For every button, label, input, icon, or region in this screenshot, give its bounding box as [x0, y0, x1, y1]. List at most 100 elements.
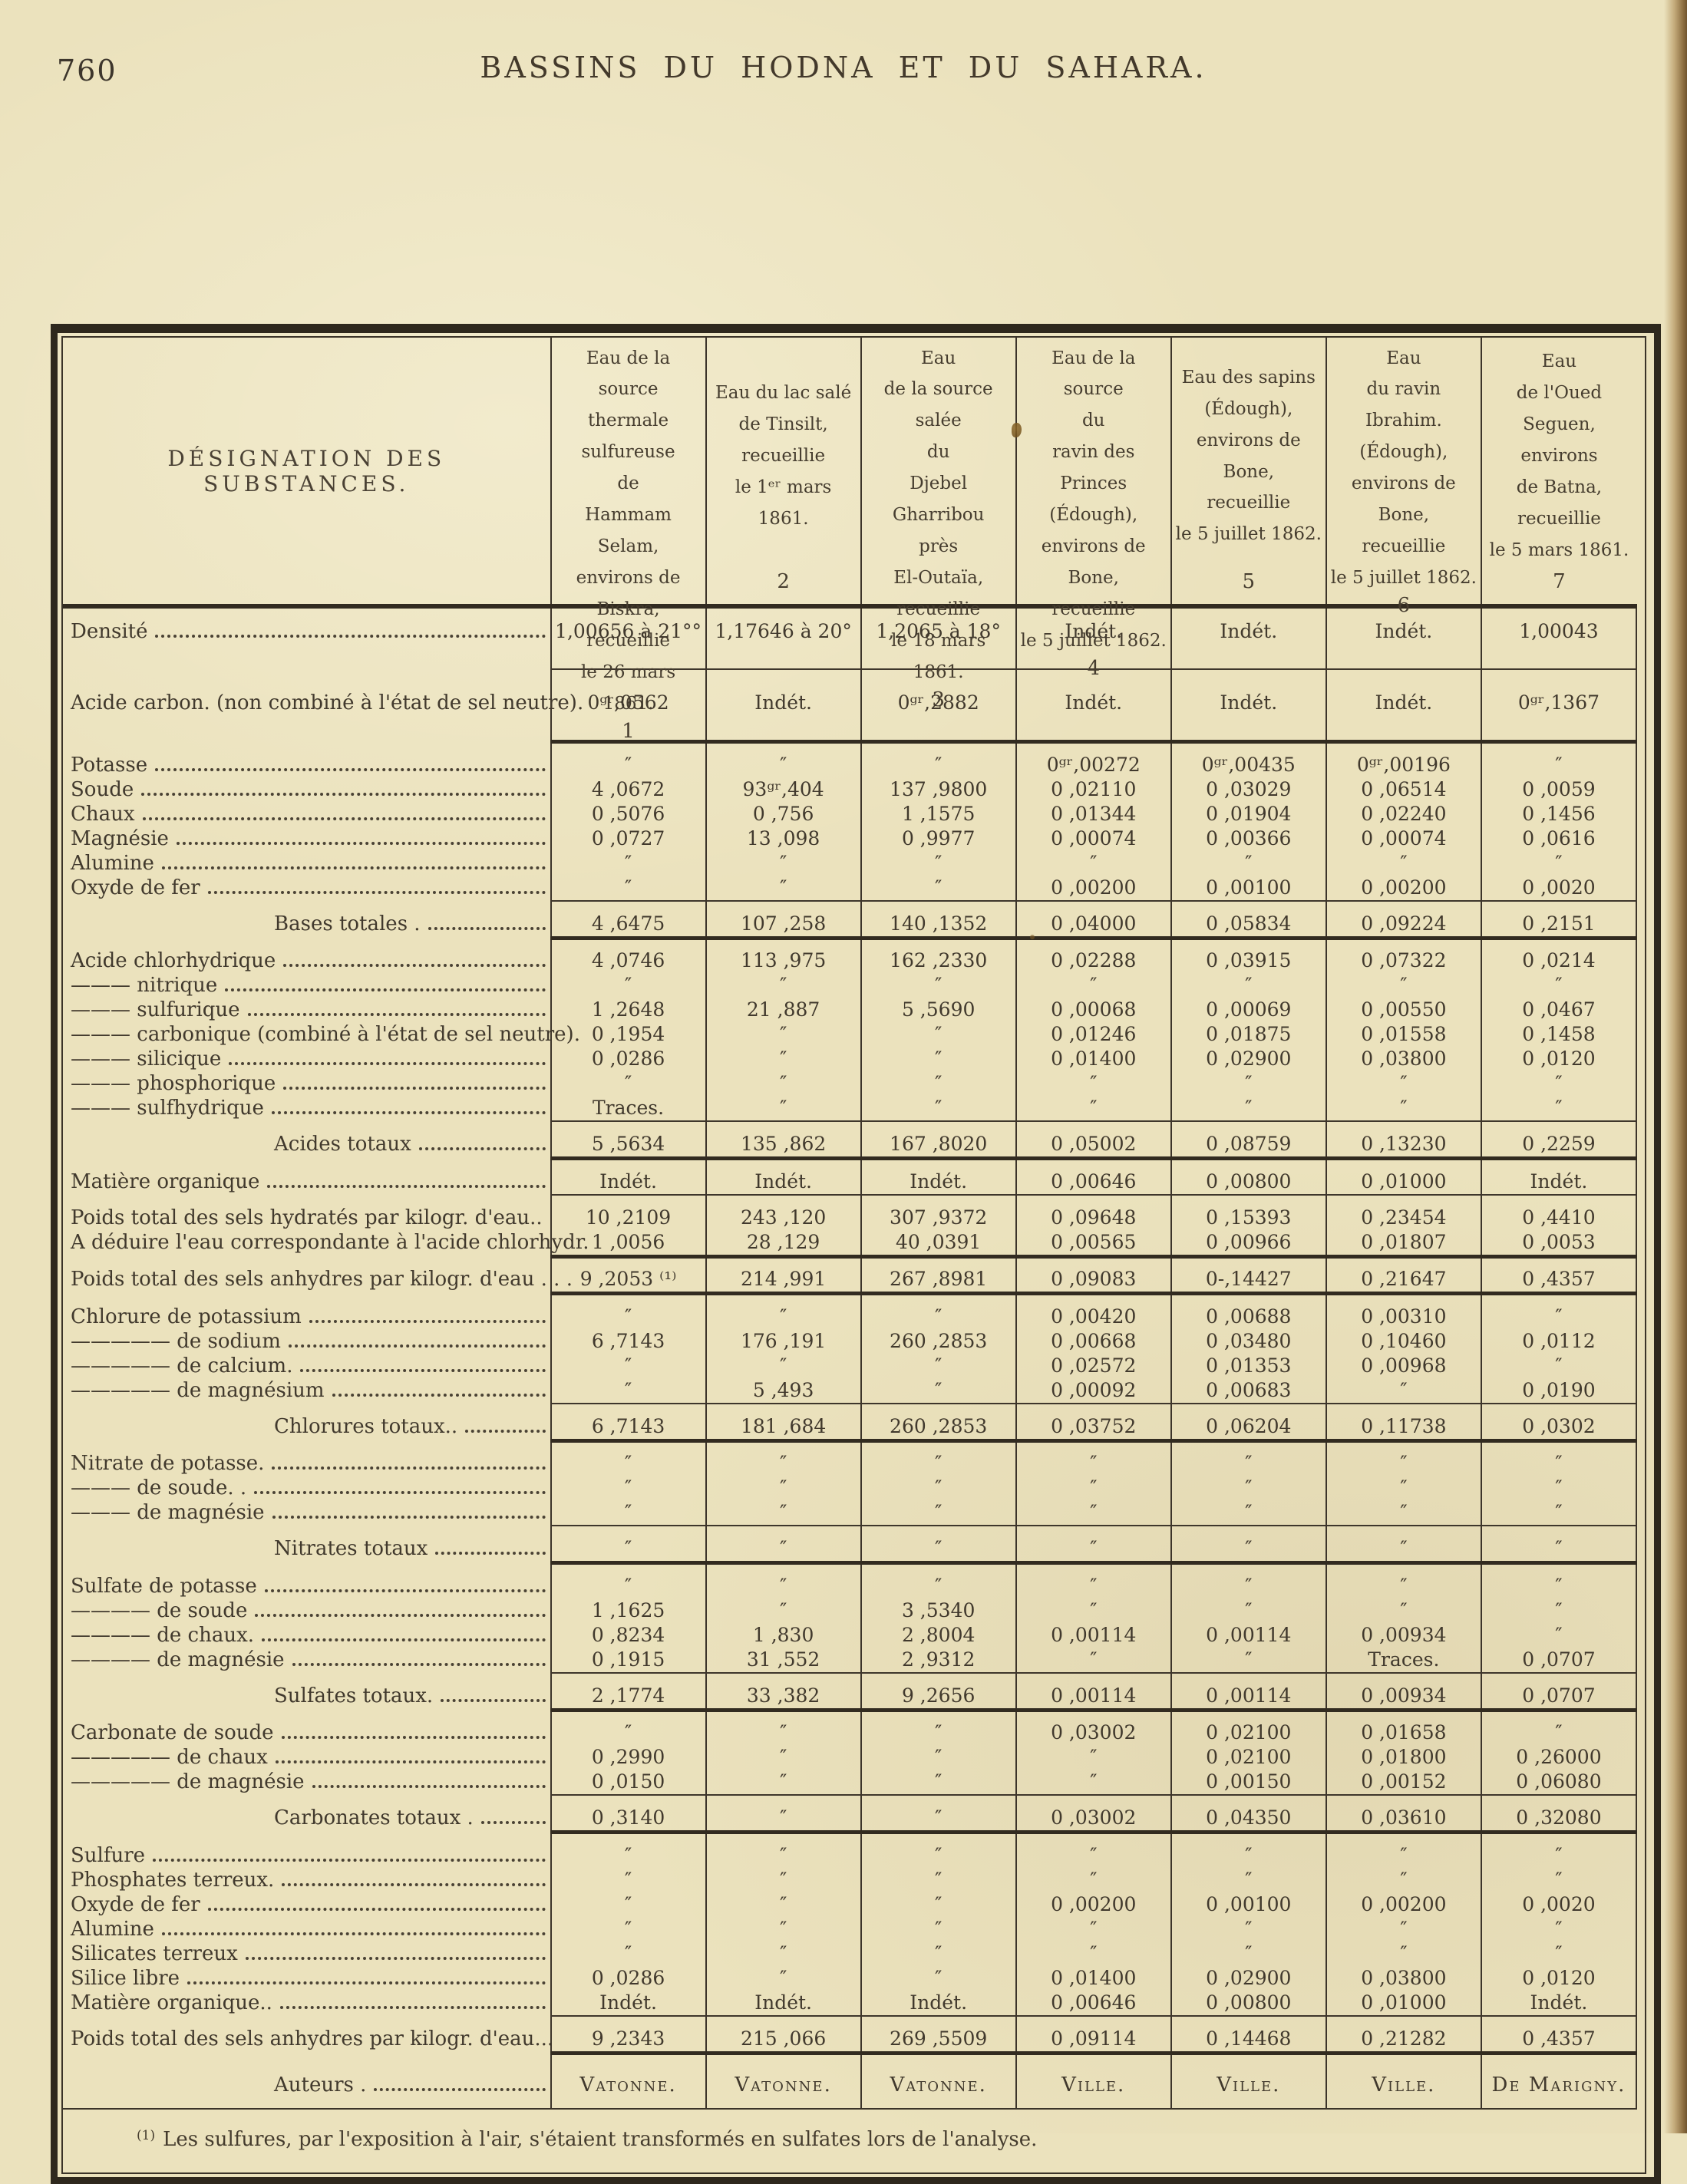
value-cell: ″ — [1325, 1941, 1481, 1966]
value-cell: ″ — [1015, 1096, 1171, 1121]
page-number: 760 — [57, 54, 117, 87]
value-cell: 0 ,1456 — [1480, 801, 1638, 826]
table-row: Poids total des sels anhydres par kilogr… — [63, 2026, 1638, 2053]
value-cell: 4 ,6475 — [550, 911, 706, 938]
value-cell: 1 ,1575 — [860, 801, 1016, 826]
value-cell: 0 ,05002 — [1015, 1132, 1171, 1159]
value-cell: Ville. — [1015, 2064, 1171, 2108]
table-row: ——— de soude. . ″ ″ ″ ″ ″ ″ ″ — [63, 1476, 1638, 1500]
value-cell: ″ — [705, 850, 861, 876]
value-cell: 260 ,2853 — [860, 1328, 1016, 1354]
value-cell: 31 ,552 — [705, 1647, 861, 1673]
value-cell: ″ — [1015, 1843, 1171, 1868]
value-cell: ″ — [705, 1304, 861, 1329]
table-row: ———— de chaux. 0 ,8234 1 ,830 2 ,8004 0 ,001… — [63, 1622, 1638, 1648]
row-label: ——— nitrique — [63, 973, 551, 998]
value-cell: ″ — [550, 1843, 706, 1868]
value-cell: 0 ,04350 — [1170, 1806, 1326, 1833]
table-row: ——— silicique 0 ,0286 ″ ″ 0 ,01400 0 ,02900 0 … — [63, 1047, 1638, 1071]
value-cell: 0 ,01344 — [1015, 801, 1171, 826]
table-row: Carbonate de soude ″ ″ ″ 0 ,03002 0 ,02100 0 ,… — [63, 1720, 1638, 1745]
value-cell: ″ — [1325, 973, 1481, 998]
value-cell: 2 ,1774 — [550, 1683, 706, 1710]
designation-header: DÉSIGNATION DES SUBSTANCES. — [63, 338, 551, 609]
value-cell: ″ — [1325, 1377, 1481, 1404]
row-label: Sulfates totaux. — [63, 1684, 551, 1711]
value-cell: ″ — [1480, 973, 1638, 998]
value-cell: ″ — [860, 1304, 1016, 1329]
page-title: BASSINS DU HODNA ET DU SAHARA. — [480, 51, 1207, 84]
value-cell: 0 ,02900 — [1170, 1965, 1326, 1991]
value-cell: ″ — [705, 1941, 861, 1966]
table-row: ——— carbonique (combiné à l'état de sel … — [63, 1022, 1638, 1047]
value-cell: ″ — [1325, 1536, 1481, 1563]
value-cell: 0 ,01000 — [1325, 1169, 1481, 1195]
value-cell: ″ — [550, 1573, 706, 1598]
value-cell: Indét. — [1325, 606, 1481, 669]
row-label: Potasse — [63, 753, 551, 777]
value-cell: 0 ,00310 — [1325, 1304, 1481, 1329]
value-cell: 1,17646 à 20° — [705, 606, 861, 669]
value-cell: ″ — [1480, 1304, 1638, 1329]
value-cell: 0 ,1915 — [550, 1647, 706, 1673]
value-cell: ″ — [1015, 1536, 1171, 1563]
value-cell: 0 ,00688 — [1170, 1304, 1326, 1329]
value-cell: 1 ,830 — [705, 1622, 861, 1648]
row-label: Carbonates totaux . — [63, 1806, 551, 1833]
value-cell: 0 ,0150 — [550, 1770, 706, 1795]
value-cell: 40 ,0391 — [860, 1229, 1016, 1256]
value-cell: 0 ,03029 — [1170, 777, 1326, 802]
row-label: ——— sulfhydrique — [63, 1096, 551, 1121]
row-label: Soude — [63, 777, 551, 802]
book-page-edge — [1664, 0, 1687, 2133]
value-cell: ″ — [705, 1047, 861, 1071]
value-cell: 0 ,03002 — [1015, 1720, 1171, 1745]
value-cell: Traces. — [1325, 1647, 1481, 1673]
value-cell: ″ — [860, 1353, 1016, 1378]
row-label: ————— de magnésium — [63, 1378, 551, 1404]
value-cell: 0 ,0286 — [550, 1965, 706, 1991]
value-cell: ″ — [860, 1500, 1016, 1526]
value-cell: 0 ,01800 — [1325, 1745, 1481, 1770]
row-label: ———— de magnésie — [63, 1648, 551, 1673]
table-frame-inner: DÉSIGNATION DES SUBSTANCES. Eau de la so… — [61, 336, 1646, 2174]
value-cell: 0 ,01400 — [1015, 1047, 1171, 1071]
value-cell: ″ — [1480, 1598, 1638, 1623]
table-row: Sulfates totaux. 2 ,1774 33 ,382 9 ,2656 0 ,… — [63, 1683, 1638, 1711]
value-cell: Vatonne. — [550, 2064, 706, 2108]
value-cell: 214 ,991 — [705, 1267, 861, 1294]
column-header: Eau de la source thermale sulfureuse de Ham… — [550, 338, 706, 743]
value-cell: 0 ,00200 — [1015, 875, 1171, 901]
value-cell: ″ — [1170, 1916, 1326, 1942]
value-cell: 0 ,0727 — [550, 826, 706, 851]
table-row: Carbonates totaux .0 ,3140 ″ ″ 0 ,03002 0 ,0… — [63, 1806, 1638, 1833]
table-row: Oxyde de fer ″ ″ ″ 0 ,00200 0 ,00100 0 ,00200… — [63, 1892, 1638, 1917]
value-cell: ″ — [1015, 973, 1171, 998]
table-row: ———— de soude 1 ,1625 ″ 3 ,5340 ″ ″ ″ ″ — [63, 1598, 1638, 1623]
value-cell: 0 ,0059 — [1480, 777, 1638, 802]
value-cell: 0 ,00200 — [1325, 875, 1481, 901]
footnote-marker: (1) — [137, 2128, 156, 2143]
value-cell: ″ — [705, 1892, 861, 1917]
value-cell: ″ — [550, 1500, 706, 1526]
value-cell: ″ — [550, 1941, 706, 1966]
value-cell: ″ — [550, 1476, 706, 1500]
column-header: Eau de la source du ravin des Princes (Édou… — [1015, 338, 1171, 680]
value-cell: Traces. — [550, 1096, 706, 1121]
value-cell: 0 ,0120 — [1480, 1965, 1638, 1991]
value-cell: ″ — [1480, 1071, 1638, 1096]
value-cell: ″ — [705, 1806, 861, 1833]
table-row: ————— de chaux 0 ,2990 ″ ″ ″ 0 ,02100 0 ,01800… — [63, 1745, 1638, 1770]
value-cell: ″ — [860, 1377, 1016, 1404]
value-cell: ″ — [705, 1720, 861, 1745]
value-cell: 135 ,862 — [705, 1132, 861, 1159]
value-cell: ″ — [1170, 1598, 1326, 1623]
value-cell: ″ — [860, 1071, 1016, 1096]
value-cell: 0 ,10460 — [1325, 1328, 1481, 1354]
value-cell: 0ᵍʳ,00272 — [1015, 752, 1171, 777]
value-cell: ″ — [550, 1916, 706, 1942]
value-cell: 0 ,0707 — [1480, 1647, 1638, 1673]
table-row: Matière organique Indét. Indét. Indét. 0 ,00… — [63, 1169, 1638, 1195]
column-number: 7 — [1553, 569, 1566, 593]
value-cell: ″ — [860, 1843, 1016, 1868]
